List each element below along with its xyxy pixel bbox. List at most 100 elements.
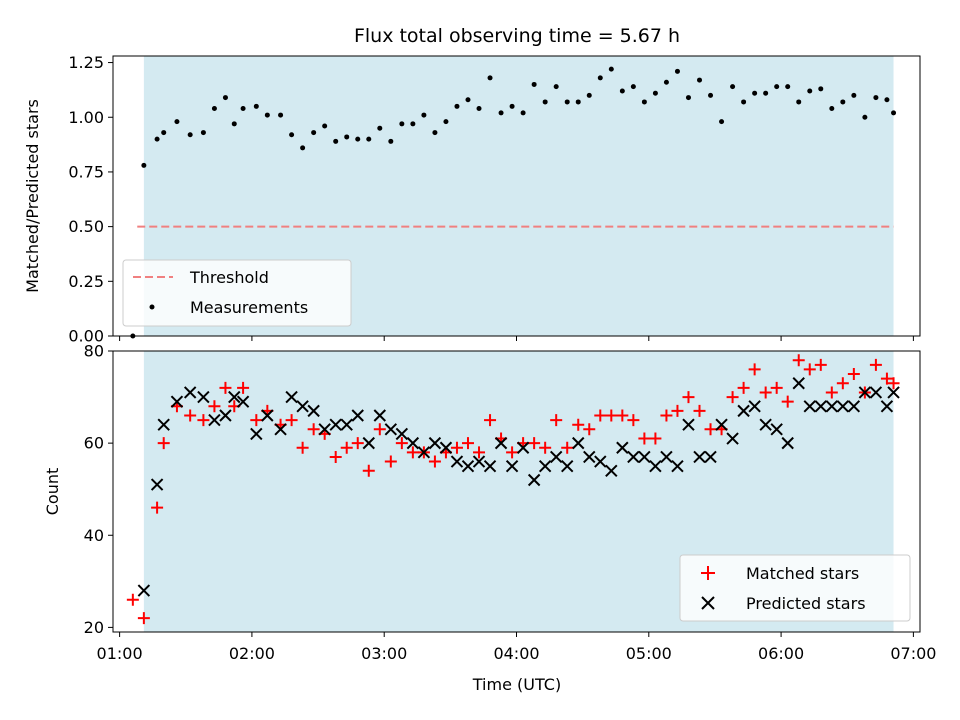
measurement-point: [487, 75, 493, 81]
predicted-star-point: [274, 423, 287, 436]
measurement-point: [796, 99, 802, 105]
measurement-point: [187, 132, 193, 138]
matched-star-point: [616, 409, 629, 422]
predicted-star-point: [660, 450, 673, 464]
matched-star-point: [307, 423, 320, 436]
predicted-star-point: [261, 409, 274, 422]
matched-star-point: [184, 409, 197, 422]
predicted-star-point: [472, 455, 486, 468]
measurement-point: [575, 99, 581, 105]
matched-star-point: [506, 446, 519, 459]
measurement-point: [652, 90, 658, 96]
matched-star-point: [157, 437, 170, 450]
matched-star-point: [137, 612, 150, 625]
chart-title: Flux total observing time = 5.67 h: [354, 25, 680, 47]
count-x-tick-label: 02:00: [229, 644, 275, 663]
measurement-point: [597, 75, 603, 81]
ratio-y-tick-label: 0.00: [68, 327, 104, 346]
predicted-star-point: [594, 455, 607, 468]
ratio-legend-box: [122, 259, 352, 327]
matched-star-point: [450, 441, 463, 454]
predicted-star-point: [549, 450, 563, 464]
predicted-star-point: [428, 436, 442, 450]
measurement-point: [553, 84, 559, 90]
matched-star-point: [373, 423, 386, 436]
count-y-axis-label: Count: [43, 468, 62, 516]
measurement-point: [586, 92, 592, 98]
measurement-point: [264, 112, 270, 118]
predicted-star-point: [715, 418, 728, 431]
matched-star-point: [461, 437, 474, 450]
matched-star-point: [836, 377, 849, 390]
predicted-star-point: [572, 436, 585, 450]
measurement-point: [818, 86, 824, 92]
measurement-point: [697, 77, 703, 83]
predicted-star-point: [770, 423, 783, 436]
measurement-point: [211, 106, 217, 111]
count-y-tick-label: 60: [84, 434, 104, 453]
ratio-y-tick-label: 1.25: [68, 53, 104, 72]
predicted-star-point: [318, 423, 331, 436]
matched-star-point: [528, 437, 541, 450]
measurement-point: [873, 95, 879, 101]
matched-star-point: [208, 400, 221, 413]
ratio-y-axis-ticks: 0.00 0.25 0.50 0.75 1.00 1.25: [68, 53, 113, 346]
matched-star-point: [151, 501, 164, 514]
matched-star-point: [605, 409, 618, 422]
measurement-point: [311, 130, 317, 136]
matched-star-point: [340, 441, 353, 454]
measurement-point: [619, 88, 625, 94]
measurement-point: [542, 99, 548, 105]
predicted-star-point: [803, 400, 816, 413]
predicted-star-point: [583, 450, 596, 464]
matched-star-point: [660, 409, 673, 422]
predicted-star-point: [737, 404, 750, 418]
measurement-point: [322, 123, 328, 129]
matched-star-point: [583, 423, 596, 436]
predicted-star-point: [649, 459, 662, 473]
matched-star-point: [329, 450, 342, 463]
count-x-tick-label: 07:00: [890, 644, 936, 663]
measurement-point: [741, 99, 747, 105]
measurement-point: [785, 84, 791, 90]
count-y-tick-label: 20: [84, 618, 104, 637]
predicted-star-point: [858, 386, 872, 399]
matched-star-point: [406, 446, 419, 459]
measurement-point: [509, 103, 515, 109]
predicted-star-point: [362, 436, 375, 450]
measurement-point: [161, 130, 167, 136]
matched-star-point: [682, 391, 695, 404]
count-y-tick-label: 80: [84, 342, 104, 361]
count-x-axis-ticks: 01:00 02:00 03:00 04:00 05:00 06:00 07:00: [97, 632, 936, 663]
measurement-point: [685, 95, 691, 101]
ratio-x-axis-ticks: [119, 336, 914, 341]
predicted-star-point: [887, 386, 900, 399]
predicted-star-point: [157, 418, 170, 431]
measurement-point: [520, 110, 526, 116]
predicted-star-point: [483, 459, 497, 473]
matched-star-point: [803, 363, 816, 376]
measurement-point: [388, 138, 394, 144]
matched-star-point: [237, 381, 250, 394]
predicted-star-point: [748, 400, 761, 413]
predicted-star-point: [351, 409, 364, 422]
measurement-point: [355, 136, 361, 142]
matched-star-point: [197, 414, 210, 427]
predicted-star-point: [296, 400, 309, 413]
predicted-star-point: [219, 409, 232, 422]
matched-star-point: [285, 414, 298, 427]
predicted-star-point: [627, 450, 640, 464]
predicted-star-point: [417, 446, 431, 459]
predicted-star-point: [516, 441, 530, 454]
predicted-star-point: [395, 427, 409, 441]
predicted-star-point: [439, 441, 453, 454]
predicted-star-point: [726, 432, 739, 445]
predicted-star-point: [250, 427, 263, 441]
predicted-star-point: [494, 436, 508, 450]
matched-star-point: [748, 363, 761, 376]
measurement-point: [862, 114, 868, 120]
matched-stars-legend-swatch: [701, 566, 715, 580]
measurement-point: [663, 79, 669, 85]
